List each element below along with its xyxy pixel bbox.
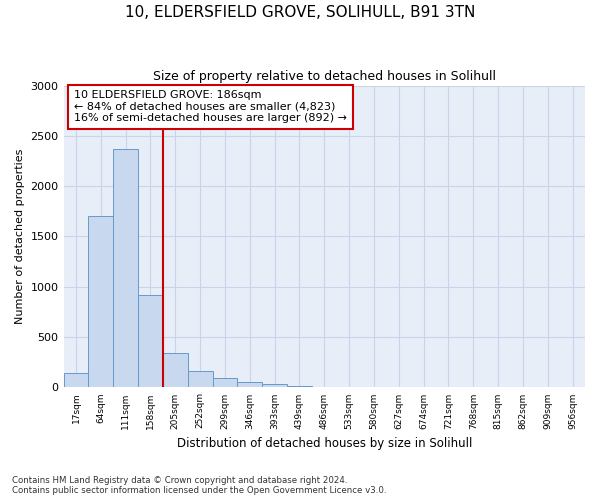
X-axis label: Distribution of detached houses by size in Solihull: Distribution of detached houses by size …: [176, 437, 472, 450]
Bar: [138, 295, 163, 388]
Y-axis label: Number of detached properties: Number of detached properties: [15, 149, 25, 324]
Text: Contains HM Land Registry data © Crown copyright and database right 2024.
Contai: Contains HM Land Registry data © Crown c…: [12, 476, 386, 495]
Text: 10, ELDERSFIELD GROVE, SOLIHULL, B91 3TN: 10, ELDERSFIELD GROVE, SOLIHULL, B91 3TN: [125, 5, 475, 20]
Bar: [188, 372, 212, 388]
Bar: [287, 386, 312, 388]
Bar: [238, 382, 262, 388]
Bar: [212, 378, 238, 388]
Bar: [312, 387, 337, 388]
Text: 10 ELDERSFIELD GROVE: 186sqm
← 84% of detached houses are smaller (4,823)
16% of: 10 ELDERSFIELD GROVE: 186sqm ← 84% of de…: [74, 90, 347, 124]
Bar: [163, 353, 188, 388]
Bar: [113, 149, 138, 388]
Title: Size of property relative to detached houses in Solihull: Size of property relative to detached ho…: [153, 70, 496, 83]
Bar: [64, 374, 88, 388]
Bar: [88, 216, 113, 388]
Bar: [262, 384, 287, 388]
